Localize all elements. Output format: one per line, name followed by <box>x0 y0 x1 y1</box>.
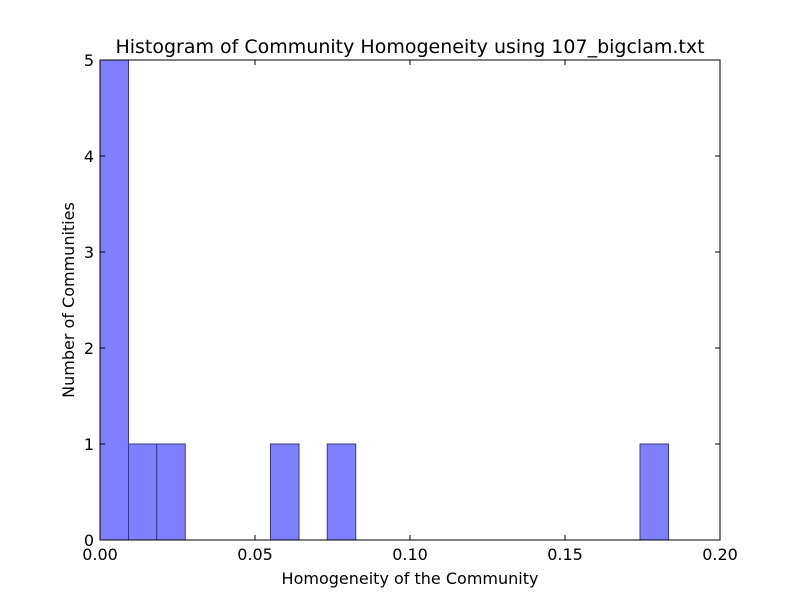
y-tick-label: 2 <box>84 339 94 358</box>
y-tick-label: 4 <box>84 147 94 166</box>
histogram-bar-1 <box>99 59 130 541</box>
x-tick-label: 0.20 <box>702 545 738 564</box>
x-tick-label: 0.10 <box>392 545 428 564</box>
histogram-bar-3 <box>156 443 186 541</box>
plot-frame <box>99 59 721 541</box>
axis-ticks: 0.00 0.05 0.10 0.15 0.20 0 1 2 3 4 5 <box>82 51 738 564</box>
y-tick-label: 3 <box>84 243 94 262</box>
x-tick-label: 0.15 <box>547 545 583 564</box>
histogram-bar-4 <box>270 443 300 541</box>
x-axis-title: Homogeneity of the Community <box>282 569 539 588</box>
y-tick-label: 5 <box>84 51 94 70</box>
histogram-bar-2 <box>128 443 158 541</box>
y-axis-title: Number of Communities <box>59 202 78 398</box>
histogram-bar-5 <box>326 443 357 541</box>
x-tick-label: 0.05 <box>237 545 273 564</box>
histogram-bar-6 <box>639 443 670 541</box>
y-tick-label: 0 <box>84 531 94 550</box>
y-tick-label: 1 <box>84 435 94 454</box>
x-tick-label: 0.00 <box>82 545 118 564</box>
chart-title: Histogram of Community Homogeneity using… <box>115 36 704 58</box>
histogram-bars <box>99 59 670 541</box>
